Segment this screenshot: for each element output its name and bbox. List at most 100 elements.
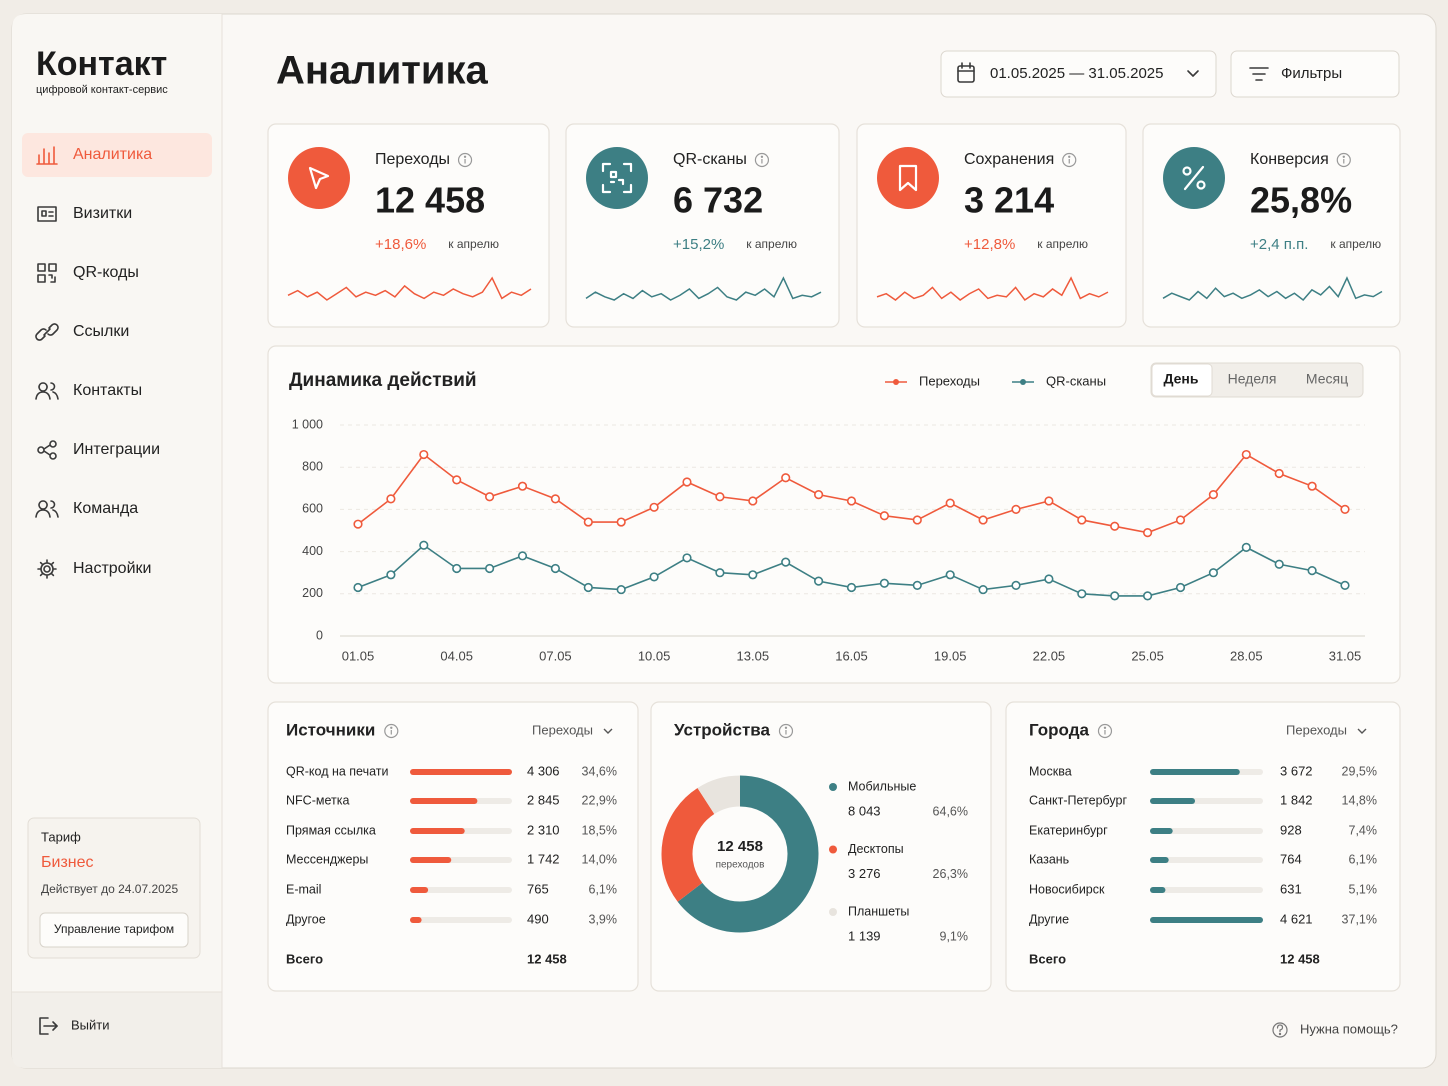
card-title: Источники (286, 720, 375, 739)
row-share: 14,0% (582, 852, 617, 866)
point (813, 576, 824, 586)
plan-button[interactable] (39, 912, 189, 948)
nav-item[interactable]: Настройки (73, 560, 151, 577)
legend-dot (829, 908, 837, 916)
period[interactable]: День (1164, 371, 1199, 387)
row-share: 5,1% (1349, 882, 1378, 896)
row-value: 2 310 (527, 822, 560, 837)
icon-part (1196, 180, 1206, 190)
row-value: 764 (1280, 851, 1302, 866)
info-icon (1062, 152, 1077, 168)
date-picker[interactable] (940, 50, 1217, 98)
y-tick-label: 400 (302, 544, 323, 558)
info-dot (390, 726, 393, 730)
row-value: 4 621 (1280, 911, 1313, 926)
card-title: Устройства (674, 720, 771, 739)
point (682, 553, 692, 563)
point (1208, 568, 1218, 578)
info-ring (1336, 152, 1351, 168)
info-dot (1068, 155, 1071, 158)
x-tick-label: 01.05 (342, 648, 375, 663)
plan-button-label[interactable]: Управление тарифом (54, 922, 174, 936)
point (748, 496, 758, 506)
bar (1150, 798, 1196, 804)
filters[interactable]: Фильтры (1281, 65, 1342, 82)
plan-name: Бизнес (41, 854, 94, 871)
kpi-delta: +18,6% (375, 236, 426, 253)
sidebar (12, 14, 222, 1068)
y-tick-label: 200 (302, 586, 323, 600)
kpi-delta: +2,4 п.п. (1250, 236, 1308, 253)
kpi-icon-bg (586, 147, 648, 209)
info-dot (784, 726, 788, 730)
point (1307, 481, 1317, 491)
period[interactable]: Неделя (1228, 371, 1277, 387)
row-name: E-mail (286, 882, 321, 896)
metric-select[interactable]: Переходы (1286, 722, 1347, 737)
filters-button[interactable] (1230, 50, 1400, 98)
point (517, 481, 528, 491)
bar (1150, 857, 1169, 863)
metric-select[interactable]: Переходы (532, 722, 593, 737)
point (1241, 542, 1251, 552)
row-share: 34,6% (582, 764, 617, 778)
point (550, 563, 561, 574)
point (452, 563, 462, 574)
total-label: Всего (1029, 951, 1066, 966)
nav-item[interactable]: Интеграции (73, 441, 160, 458)
date-range[interactable]: 01.05.2025 — 31.05.2025 (990, 65, 1163, 82)
period[interactable]: Месяц (1306, 371, 1348, 387)
device-count: 3 276 (848, 866, 881, 881)
kpi-note: к апрелю (1037, 237, 1088, 251)
legend-dot (1020, 379, 1026, 385)
donut-total: 12 458 (717, 838, 763, 855)
nav-item[interactable]: QR-коды (73, 264, 139, 281)
legend-label: QR-сканы (1046, 373, 1106, 388)
point (846, 582, 857, 593)
sparkline (876, 276, 1109, 302)
page-title: Аналитика (276, 49, 488, 93)
nav-item[interactable]: Аналитика (73, 146, 152, 163)
nav-item[interactable]: Контакты (73, 382, 142, 399)
donut-gap (693, 807, 787, 901)
x-tick-label: 19.05 (934, 648, 967, 663)
row-value: 631 (1280, 881, 1302, 896)
nav-item[interactable]: Визитки (73, 205, 132, 222)
help[interactable]: Нужна помощь? (1300, 1021, 1398, 1036)
donut-slice (661, 787, 715, 902)
info-ring (778, 723, 794, 739)
nav-item[interactable]: Команда (73, 500, 138, 517)
nav-icon (35, 382, 59, 400)
point (485, 492, 495, 502)
sparkline (287, 276, 532, 301)
filter-icon (1249, 67, 1269, 81)
row-value: 928 (1280, 822, 1302, 837)
info-icon (1097, 723, 1113, 739)
point (715, 568, 725, 578)
row-name: Другие (1029, 912, 1069, 926)
nav-icon (37, 440, 57, 460)
sparkline (585, 276, 822, 301)
x-tick-label: 04.05 (440, 648, 473, 663)
point (1340, 504, 1350, 515)
calendar-icon (957, 62, 975, 83)
device-name: Мобильные (848, 779, 916, 793)
point (1307, 565, 1317, 576)
point (879, 511, 890, 521)
bar (1150, 769, 1240, 775)
info-icon (457, 152, 473, 168)
y-tick-label: 0 (316, 628, 323, 642)
row-share: 6,1% (1349, 852, 1378, 866)
logout[interactable]: Выйти (71, 1017, 110, 1032)
nav-item[interactable]: Ссылки (73, 323, 129, 340)
kpi-icon-bg (877, 147, 939, 209)
nav-icon (35, 323, 59, 341)
nav-icon (37, 559, 57, 579)
device-count: 1 139 (848, 928, 881, 943)
bar-track (410, 917, 512, 923)
chevron (1187, 70, 1199, 77)
nav-active-bg (22, 133, 212, 177)
plan-valid: Действует до 24.07.2025 (41, 882, 178, 896)
kpi-value: 25,8% (1250, 180, 1352, 221)
point (1044, 496, 1054, 506)
